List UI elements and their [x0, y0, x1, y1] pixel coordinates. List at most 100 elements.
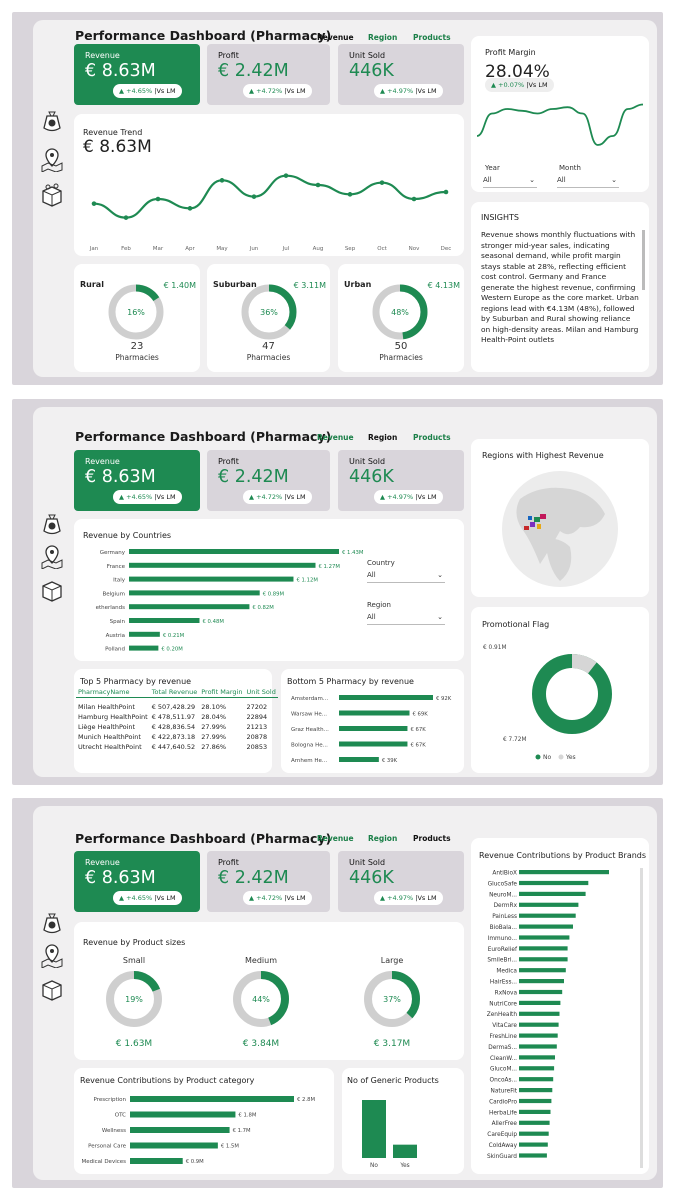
- category-bar[interactable]: [130, 1127, 230, 1133]
- country-bar[interactable]: [129, 549, 339, 554]
- column-header[interactable]: Profit Margin: [199, 687, 245, 698]
- region-germany[interactable]: [534, 517, 540, 522]
- insights-scrollbar[interactable]: [642, 230, 645, 290]
- brand-bar[interactable]: [519, 902, 579, 907]
- segment-arc[interactable]: [108, 284, 164, 340]
- brand-bar[interactable]: [519, 1109, 551, 1114]
- region-spain[interactable]: [524, 526, 529, 530]
- pharmacy-bar[interactable]: [339, 741, 408, 747]
- region-italy[interactable]: [537, 524, 541, 529]
- trend-point[interactable]: [251, 194, 257, 199]
- region-poland[interactable]: [540, 514, 546, 519]
- country-bar[interactable]: [129, 618, 200, 623]
- table-row[interactable]: Liège HealthPoint € 428,836.54 27.99% 21213: [76, 722, 278, 732]
- month-filter[interactable]: All ⌄: [557, 176, 619, 188]
- brands-scrollbar[interactable]: [640, 868, 643, 1168]
- brand-bar[interactable]: [519, 979, 564, 984]
- brand-bar[interactable]: [519, 913, 576, 918]
- trend-point[interactable]: [219, 178, 225, 183]
- brand-bar[interactable]: [519, 1000, 561, 1005]
- product-box-icon[interactable]: [39, 182, 65, 208]
- nav-region[interactable]: Region: [368, 433, 398, 442]
- region-netherlands[interactable]: [528, 516, 532, 520]
- size-arc[interactable]: [106, 971, 162, 1027]
- nav-products[interactable]: Products: [413, 433, 451, 442]
- money-bag-icon[interactable]: [39, 511, 65, 537]
- money-bag-icon[interactable]: [39, 910, 65, 936]
- segment-arc[interactable]: [372, 284, 428, 340]
- brand-bar[interactable]: [519, 1055, 555, 1060]
- nav-revenue[interactable]: Revenue: [317, 33, 354, 42]
- nav-products[interactable]: Products: [413, 834, 451, 843]
- brand-bar[interactable]: [519, 1066, 555, 1071]
- country-filter[interactable]: All ⌄: [367, 571, 445, 583]
- region-filter[interactable]: All ⌄: [367, 613, 445, 625]
- column-header[interactable]: Unit Sold: [244, 687, 278, 698]
- country-bar[interactable]: [129, 590, 260, 596]
- brand-bar[interactable]: [519, 880, 589, 886]
- promo-yes-slice[interactable]: [532, 654, 612, 734]
- nav-products[interactable]: Products: [413, 33, 451, 42]
- globe-map[interactable]: [500, 469, 620, 589]
- brand-bar[interactable]: [519, 891, 586, 896]
- brand-bar[interactable]: [519, 1142, 548, 1147]
- brand-bar[interactable]: [519, 989, 563, 995]
- table-row[interactable]: Munich HealthPoint € 422,873.18 27.99% 2087…: [76, 732, 278, 742]
- category-bar[interactable]: [130, 1096, 294, 1102]
- pharmacy-bar[interactable]: [339, 757, 379, 762]
- trend-point[interactable]: [315, 182, 321, 188]
- promo-no-slice[interactable]: [532, 654, 612, 734]
- brand-bar[interactable]: [519, 1098, 552, 1104]
- brand-bar[interactable]: [519, 1077, 554, 1082]
- money-bag-icon[interactable]: [39, 108, 65, 134]
- nav-region[interactable]: Region: [368, 33, 398, 42]
- category-bar[interactable]: [130, 1142, 218, 1149]
- map-pin-icon[interactable]: [39, 146, 65, 172]
- brand-bar[interactable]: [519, 935, 570, 940]
- country-bar[interactable]: [129, 631, 160, 637]
- trend-point[interactable]: [187, 206, 193, 211]
- trend-point[interactable]: [283, 173, 289, 178]
- category-bar[interactable]: [130, 1158, 183, 1164]
- trend-point[interactable]: [411, 196, 417, 202]
- trend-point[interactable]: [91, 201, 97, 206]
- trend-point[interactable]: [443, 189, 449, 195]
- trend-point[interactable]: [347, 192, 353, 197]
- product-box-icon[interactable]: [39, 577, 65, 603]
- size-arc[interactable]: [233, 971, 289, 1027]
- table-row[interactable]: Hamburg HealthPoint € 478,511.97 28.04% 228…: [76, 712, 278, 722]
- nav-revenue[interactable]: Revenue: [317, 433, 354, 442]
- product-box-icon[interactable]: [39, 976, 65, 1002]
- pharmacy-bar[interactable]: [339, 726, 408, 731]
- brand-bar[interactable]: [519, 1033, 558, 1038]
- brand-bar[interactable]: [519, 1044, 557, 1049]
- nav-region[interactable]: Region: [368, 834, 398, 843]
- brand-bar[interactable]: [519, 957, 568, 962]
- trend-point[interactable]: [379, 180, 385, 185]
- trend-point[interactable]: [123, 215, 129, 220]
- brand-bar[interactable]: [519, 870, 609, 875]
- trend-point[interactable]: [155, 196, 161, 202]
- generic-bar[interactable]: [393, 1144, 417, 1158]
- column-header[interactable]: Total Revenue: [149, 687, 200, 698]
- brand-bar[interactable]: [519, 1022, 559, 1027]
- size-arc[interactable]: [364, 971, 420, 1027]
- table-row[interactable]: Milan HealthPoint € 507,428.29 28.10% 27202: [76, 702, 278, 712]
- pharmacy-bar[interactable]: [339, 710, 410, 716]
- brand-bar[interactable]: [519, 968, 566, 973]
- brand-bar[interactable]: [519, 924, 573, 929]
- column-header[interactable]: PharmacyName: [76, 687, 150, 698]
- brand-bar[interactable]: [519, 946, 568, 951]
- year-filter[interactable]: All ⌄: [483, 176, 537, 188]
- region-france[interactable]: [530, 522, 535, 527]
- table-row[interactable]: Utrecht HealthPoint € 447,640.52 27.86% 208…: [76, 742, 278, 752]
- country-bar[interactable]: [129, 604, 250, 610]
- country-bar[interactable]: [129, 562, 316, 568]
- map-pin-icon[interactable]: [39, 942, 65, 968]
- segment-arc[interactable]: [241, 284, 297, 340]
- brand-bar[interactable]: [519, 1131, 549, 1136]
- map-pin-icon[interactable]: [39, 543, 65, 569]
- pharmacy-bar[interactable]: [339, 695, 433, 700]
- category-bar[interactable]: [130, 1111, 236, 1118]
- brand-bar[interactable]: [519, 1153, 547, 1158]
